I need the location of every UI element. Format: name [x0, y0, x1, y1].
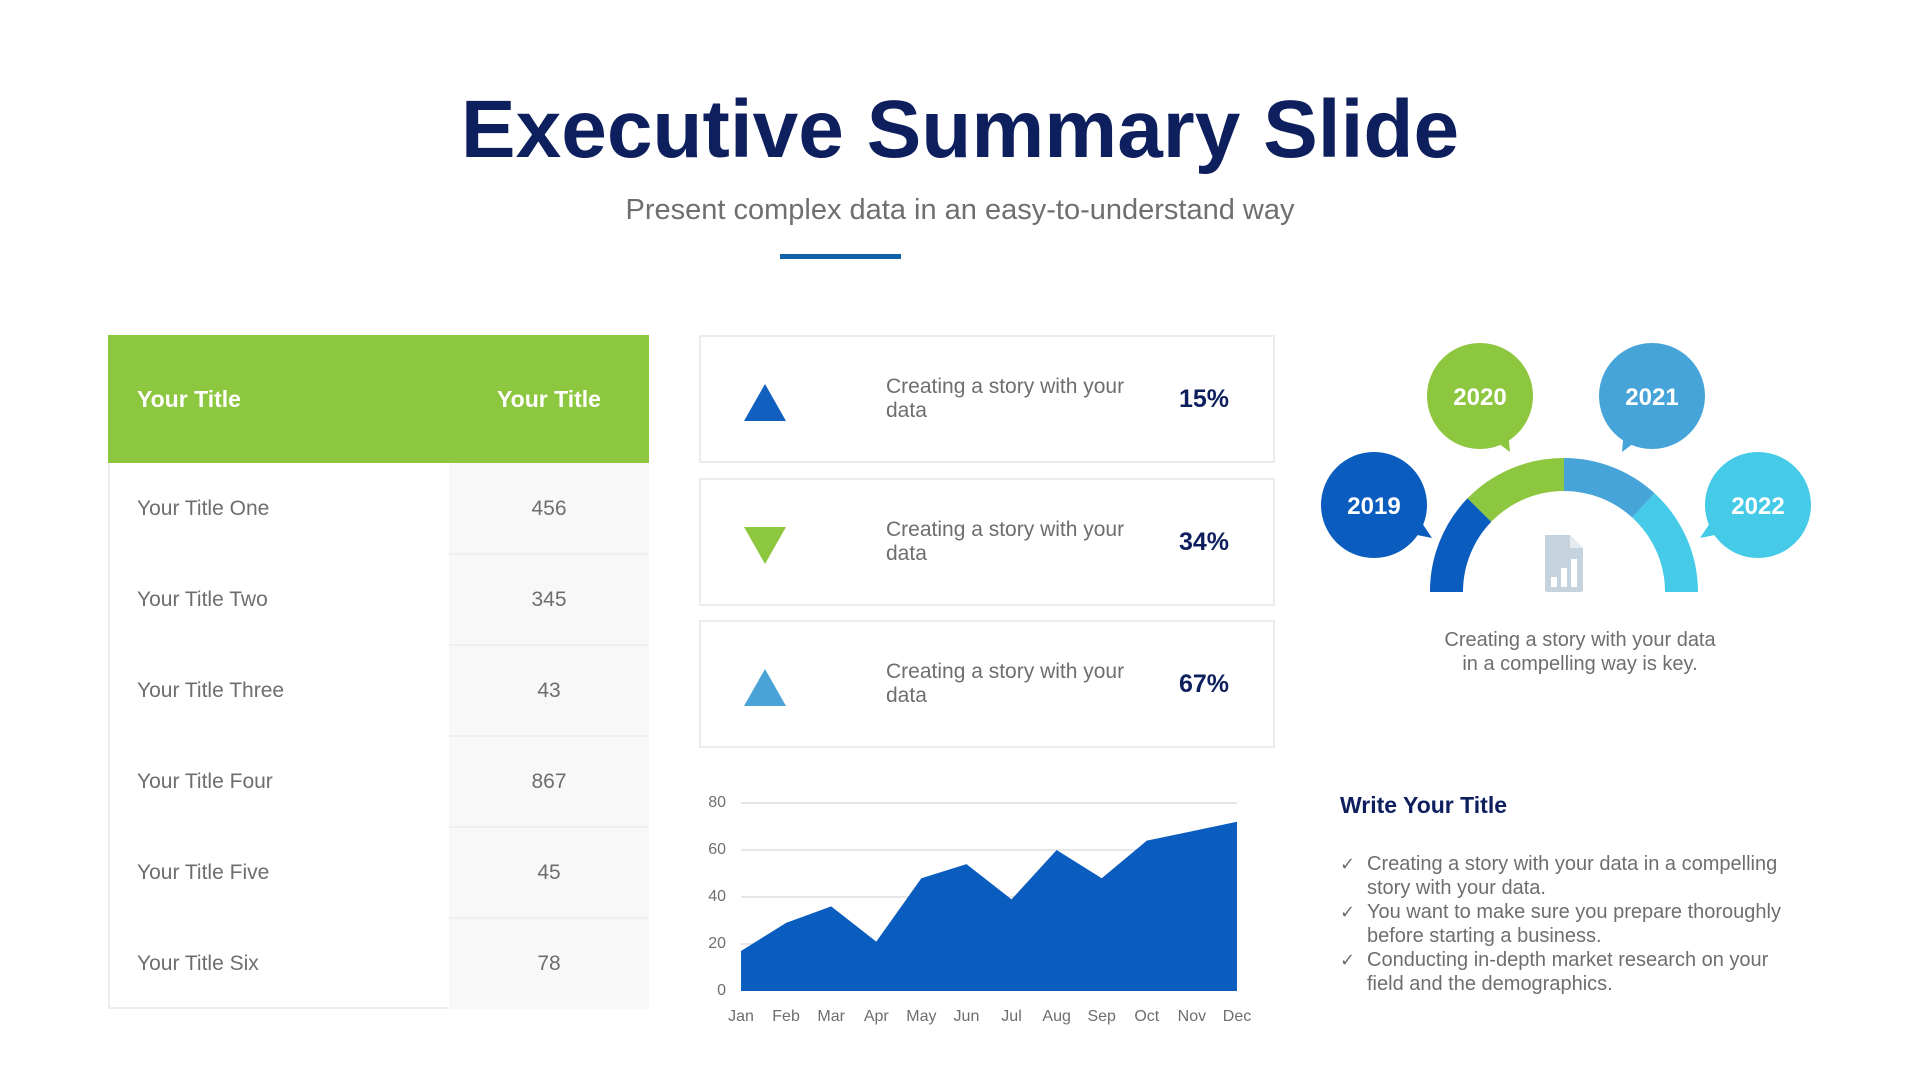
- column-header: Your Title: [137, 386, 241, 412]
- row-divider: [449, 553, 649, 555]
- y-axis-tick-label: 60: [708, 841, 726, 858]
- table-header: Your Title Your Title: [108, 335, 649, 463]
- stat-card: Creating a story with your data 15%: [699, 335, 1275, 463]
- row-value: 45: [537, 861, 561, 884]
- table-label-column: [108, 463, 448, 1009]
- year-bubble-2021: 2021: [1599, 343, 1705, 452]
- list-item: ✓ Conducting in-depth market research on …: [1340, 949, 1769, 995]
- row-value: 43: [537, 679, 561, 702]
- table-row: Your Title Three 43: [108, 645, 649, 737]
- gauge-segment-2021: [1564, 458, 1655, 518]
- x-axis-tick-label: Dec: [1222, 1008, 1252, 1025]
- y-axis-tick-label: 20: [708, 935, 726, 952]
- triangle-down-icon: [744, 527, 786, 564]
- stat-value: 34%: [1178, 528, 1229, 556]
- row-divider: [449, 735, 649, 737]
- row-divider: [449, 826, 649, 828]
- title-divider: [780, 254, 901, 259]
- stat-card: Creating a story with your data 34%: [699, 478, 1275, 606]
- x-axis-tick-label: May: [906, 1008, 937, 1025]
- gauge-caption-line: in a compelling way is key.: [1462, 653, 1698, 675]
- stat-value: 15%: [1178, 385, 1229, 413]
- list-item: ✓ Creating a story with your data in a co…: [1340, 853, 1778, 899]
- row-label: Your Title Four: [137, 770, 273, 793]
- x-axis-tick-label: Jun: [953, 1008, 980, 1025]
- row-value: 867: [531, 770, 567, 793]
- y-axis-tick-label: 0: [717, 982, 726, 999]
- row-value: 78: [537, 952, 561, 975]
- stat-card: Creating a story with your data 67%: [699, 620, 1275, 748]
- year-bubble-2019: 2019: [1321, 452, 1432, 558]
- table-row: Your Title Four 867: [108, 736, 649, 828]
- gauge-segment-2019: [1429, 498, 1492, 592]
- year-bubble-2022: 2022: [1700, 452, 1811, 558]
- page-subtitle: Present complex data in an easy-to-under…: [625, 194, 1295, 226]
- gauge-segment-2020: [1467, 457, 1564, 522]
- bubble-label: 2021: [1625, 384, 1678, 411]
- stat-value: 67%: [1178, 670, 1229, 698]
- table-row: Your Title One 456: [108, 463, 649, 555]
- page-title: Executive Summary Slide: [460, 84, 1460, 175]
- row-divider: [449, 644, 649, 646]
- bubble-label: 2019: [1347, 493, 1400, 520]
- x-axis-tick-label: Sep: [1087, 1008, 1116, 1025]
- stat-description: Creating a story with your data: [886, 660, 1125, 707]
- checkmark-icon: ✓: [1340, 902, 1356, 922]
- row-label: Your Title Five: [137, 861, 270, 884]
- triangle-up-icon: [744, 669, 786, 706]
- row-label: Your Title One: [137, 497, 270, 520]
- column-header: Your Title: [497, 386, 601, 412]
- x-axis-tick-label: Mar: [817, 1008, 845, 1025]
- x-axis-tick-label: Oct: [1134, 1008, 1160, 1025]
- bubble-label: 2020: [1453, 384, 1506, 411]
- x-axis-tick-label: Nov: [1177, 1008, 1207, 1025]
- y-axis-tick-label: 80: [708, 794, 726, 811]
- row-value: 345: [531, 588, 567, 611]
- gauge-caption-line: Creating a story with your data: [1444, 629, 1716, 651]
- year-gauge: 2019 2020 2021 2022: [1320, 330, 1840, 610]
- checkmark-icon: ✓: [1340, 854, 1356, 874]
- x-axis-tick-label: Jul: [1001, 1008, 1022, 1025]
- table-row: Your Title Five 45: [108, 827, 649, 919]
- table-row: Your Title Six 78: [108, 918, 649, 1009]
- x-axis-tick-label: Aug: [1042, 1008, 1071, 1025]
- notes-list: ✓ Creating a story with your data in a co…: [1340, 852, 1800, 996]
- year-bubble-2020: 2020: [1427, 343, 1533, 452]
- area-chart-plot: [741, 802, 1237, 991]
- summary-table: Your Title Your Title Your Title One 456…: [108, 335, 649, 1009]
- bubble-label: 2022: [1731, 493, 1784, 520]
- gauge-segment-2022: [1632, 493, 1698, 592]
- x-axis-tick-label: Jan: [728, 1008, 754, 1025]
- row-value: 456: [531, 497, 567, 520]
- stat-description: Creating a story with your data: [886, 375, 1125, 422]
- list-item: ✓ You want to make sure you prepare thoro…: [1340, 901, 1781, 947]
- notes-title: Write Your Title: [1340, 792, 1507, 818]
- gauge-caption: Creating a story with your data in a com…: [1380, 628, 1780, 676]
- area-chart: 0 20 40 60 80 Jan Feb Mar Apr May Jun Jul Aug Sep Oct N…: [700, 790, 1280, 1030]
- table-row: Your Title Two 345: [108, 554, 649, 646]
- row-label: Your Title Six: [137, 952, 259, 975]
- row-label: Your Title Three: [137, 679, 285, 702]
- x-axis-tick-label: Feb: [772, 1008, 800, 1025]
- row-label: Your Title Two: [137, 588, 268, 611]
- x-axis-tick-label: Apr: [863, 1008, 889, 1025]
- y-axis-tick-label: 40: [708, 888, 726, 905]
- checkmark-icon: ✓: [1340, 950, 1356, 970]
- triangle-up-icon: [744, 384, 786, 421]
- document-chart-icon: [1545, 535, 1583, 592]
- area-series: [741, 821, 1237, 991]
- stat-description: Creating a story with your data: [886, 518, 1125, 565]
- row-divider: [449, 917, 649, 919]
